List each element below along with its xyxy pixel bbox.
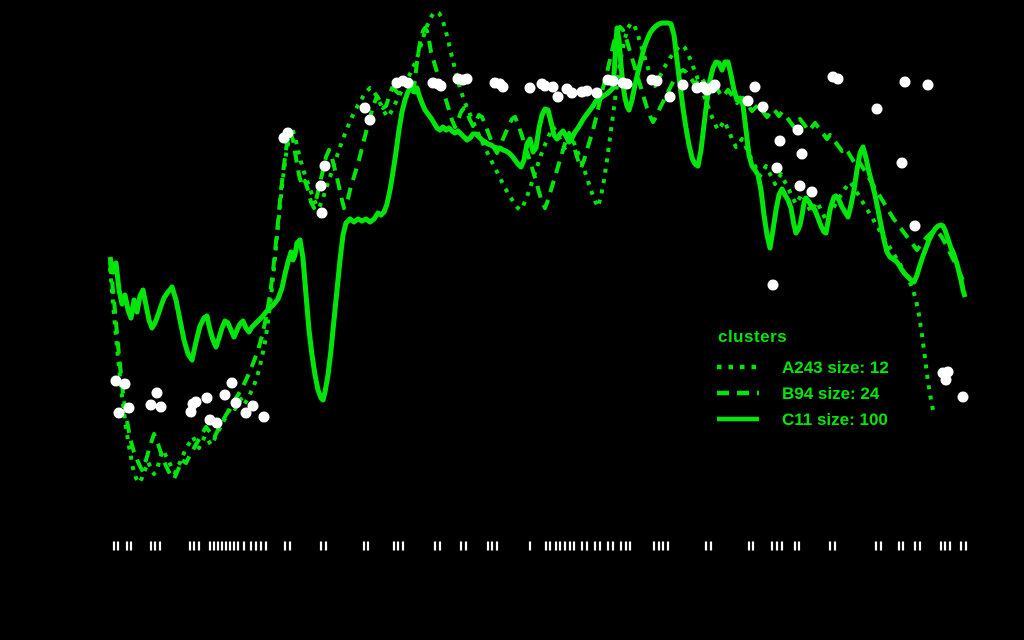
legend-entry-a243: A243 size: 12 <box>716 355 889 379</box>
scatter-point <box>230 397 242 409</box>
legend-entry-c11: C11 size: 100 <box>716 407 889 431</box>
scatter-point <box>757 101 769 113</box>
scatter-point <box>240 407 252 419</box>
rug-marks <box>112 541 968 551</box>
scatter-point <box>497 81 509 93</box>
scatter-points <box>110 71 969 429</box>
scatter-point <box>524 82 536 94</box>
scatter-point <box>771 162 783 174</box>
scatter-point <box>709 79 721 91</box>
scatter-point <box>957 391 969 403</box>
scatter-point <box>774 135 786 147</box>
scatter-point <box>940 374 952 386</box>
scatter-point <box>282 127 294 139</box>
scatter-point <box>832 73 844 85</box>
dotted-line-sample-icon <box>717 364 759 370</box>
scatter-point <box>922 79 934 91</box>
scatter-point <box>364 114 376 126</box>
scatter-point <box>742 95 754 107</box>
scatter-point <box>110 375 122 387</box>
series-c11-line <box>107 20 968 403</box>
scatter-point <box>552 91 564 103</box>
dashed-line-sample-icon <box>717 390 759 396</box>
scatter-point <box>664 91 676 103</box>
scatter-point <box>461 73 473 85</box>
scatter-point <box>201 392 213 404</box>
scatter-point <box>258 411 270 423</box>
scatter-point <box>435 80 447 92</box>
scatter-point <box>155 401 167 413</box>
scatter-point <box>316 207 328 219</box>
scatter-point <box>896 157 908 169</box>
series-lines <box>107 10 968 485</box>
scatter-point <box>806 186 818 198</box>
solid-line-sample-icon <box>717 416 759 422</box>
scatter-point <box>402 77 414 89</box>
scatter-point <box>190 396 202 408</box>
scatter-point <box>796 148 808 160</box>
legend-entry-b94: B94 size: 24 <box>716 381 889 405</box>
scatter-point <box>621 78 633 90</box>
scatter-point <box>315 180 327 192</box>
legend-label-a243: A243 size: 12 <box>782 357 889 377</box>
scatter-point <box>899 76 911 88</box>
legend-label-c11: C11 size: 100 <box>782 409 888 429</box>
scatter-point <box>566 87 578 99</box>
scatter-point <box>871 103 883 115</box>
scatter-point <box>651 75 663 87</box>
scatter-point <box>219 389 231 401</box>
scatter-point <box>581 85 593 97</box>
scatter-point <box>591 87 603 99</box>
scatter-point <box>792 124 804 136</box>
scatter-point <box>547 81 559 93</box>
scatter-point <box>123 402 135 414</box>
scatter-point <box>767 279 779 291</box>
scatter-point <box>247 400 259 412</box>
scatter-point <box>359 102 371 114</box>
scatter-point <box>119 378 131 390</box>
legend-title: clusters <box>718 327 788 346</box>
series-b94-line <box>108 25 967 481</box>
scatter-point <box>749 81 761 93</box>
scatter-point <box>319 160 331 172</box>
scatter-point <box>677 79 689 91</box>
scatter-point <box>145 399 157 411</box>
scatter-point <box>151 387 163 399</box>
legend-label-b94: B94 size: 24 <box>782 383 880 403</box>
series-a243-line <box>108 10 935 485</box>
scatter-point <box>211 417 223 429</box>
scatter-point <box>113 407 125 419</box>
scatter-point <box>607 75 619 87</box>
scatter-point <box>909 220 921 232</box>
scatter-point <box>226 377 238 389</box>
scatter-point <box>539 80 551 92</box>
scatter-point <box>794 180 806 192</box>
legend: clusters A243 size: 12 B94 size: 24 C11 … <box>716 328 889 431</box>
